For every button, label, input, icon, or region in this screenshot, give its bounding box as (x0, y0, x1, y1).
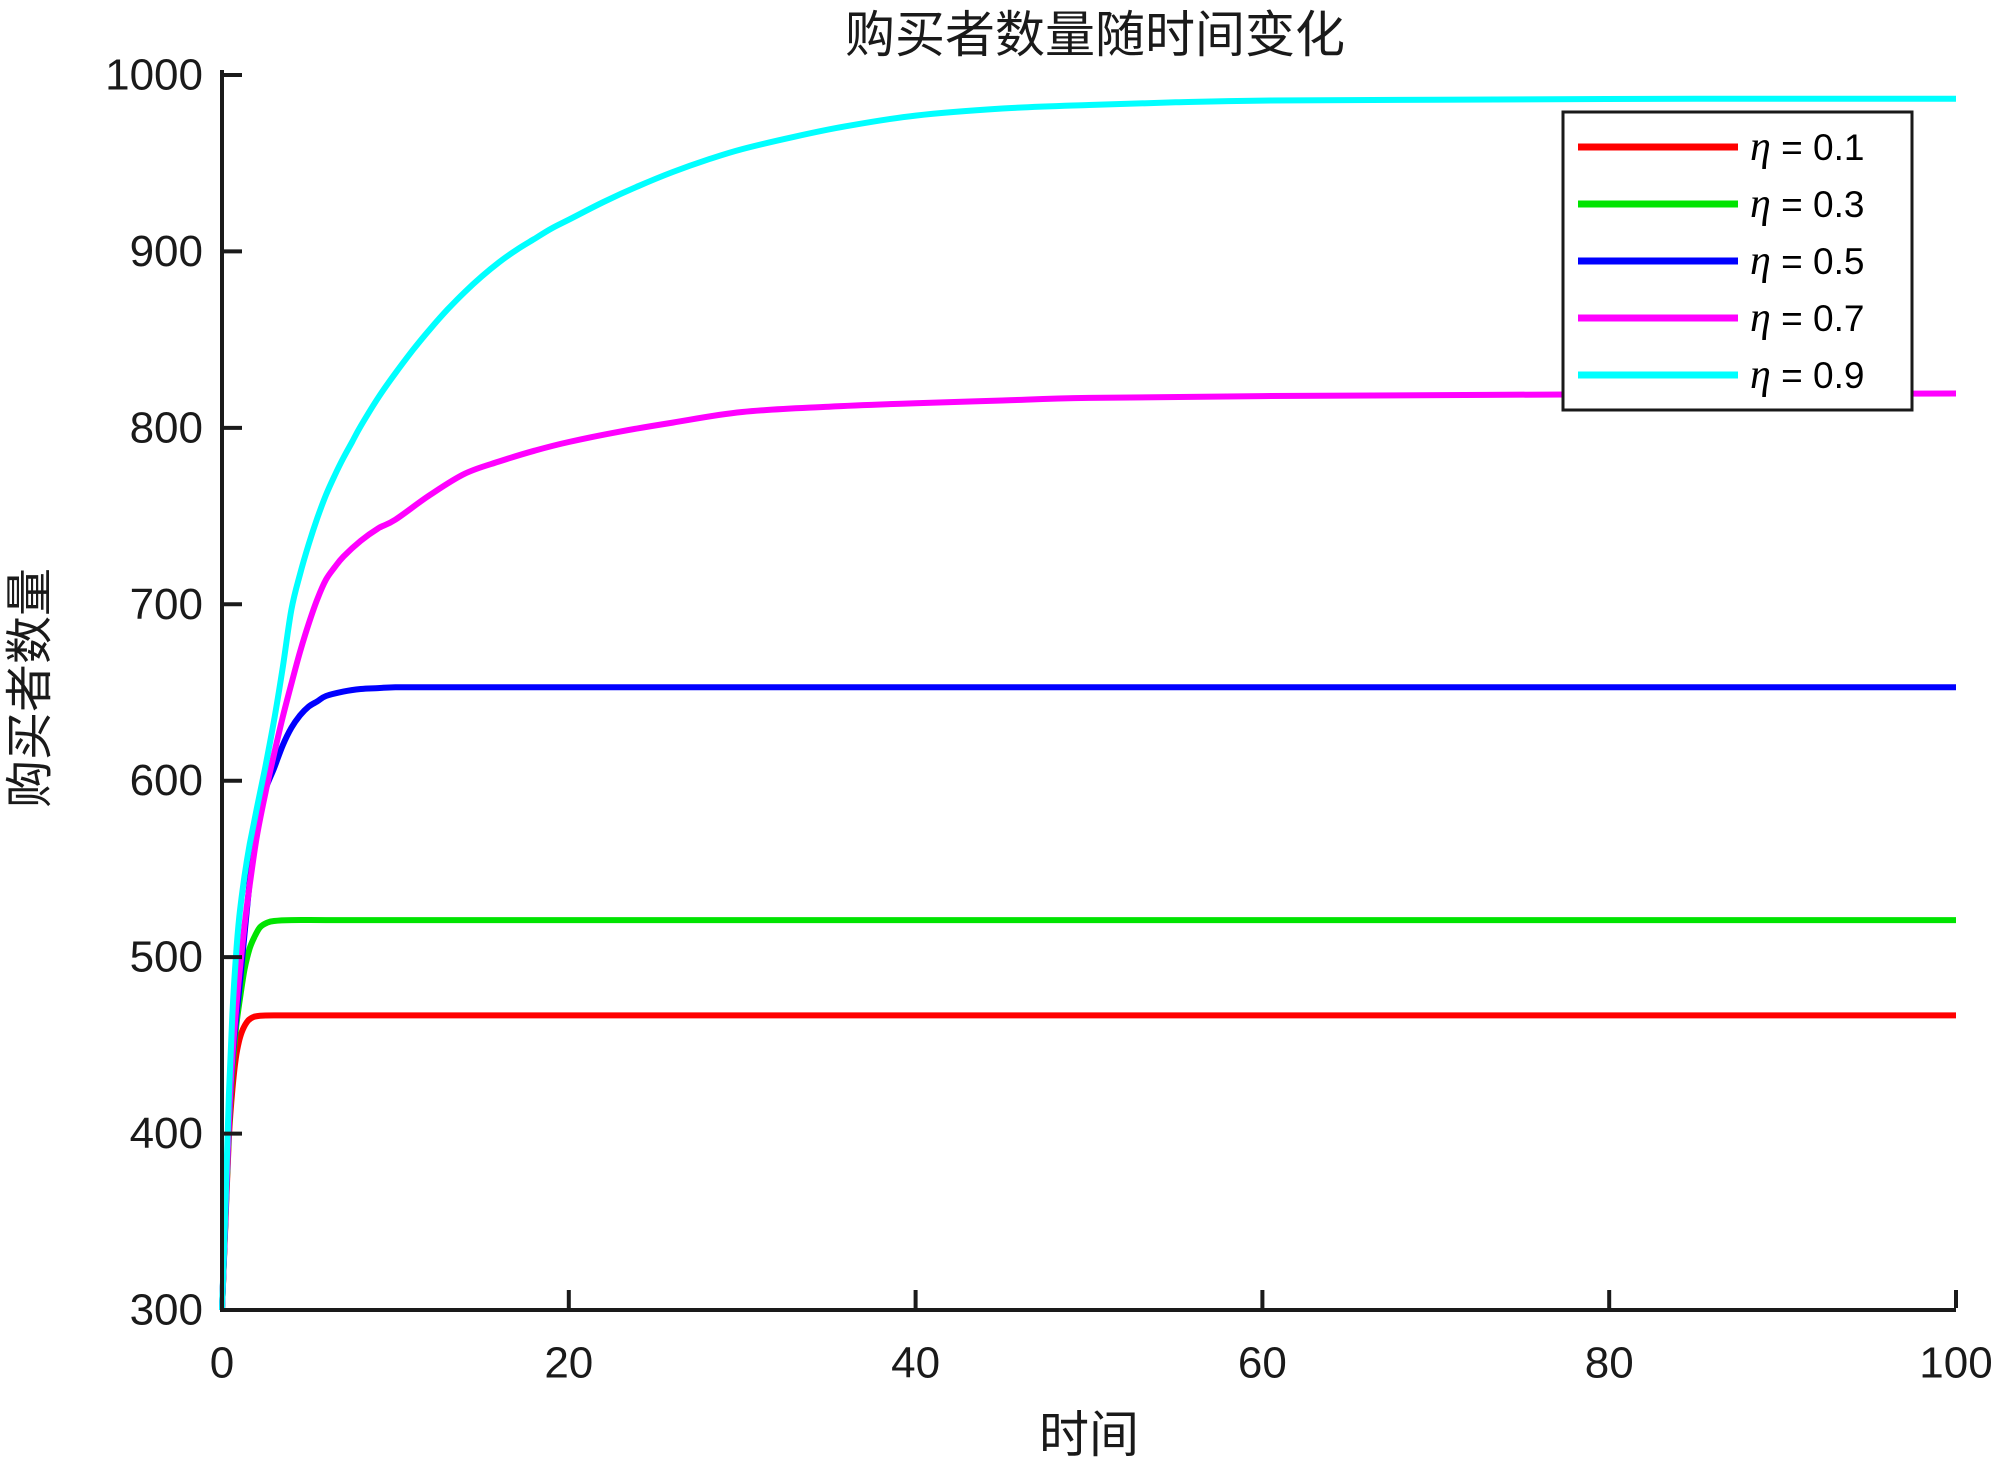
axes-group (220, 70, 1956, 1312)
x-tick-label: 80 (1585, 1339, 1634, 1388)
chart-title: 购买者数量随时间变化 (845, 7, 1345, 63)
legend-label: η = 0.9 (1750, 352, 1864, 398)
y-tick-label: 600 (130, 756, 203, 805)
y-tick-label: 300 (130, 1286, 203, 1335)
y-tick-label: 400 (130, 1109, 203, 1158)
x-tick-label: 100 (1919, 1339, 1992, 1388)
y-axis-label: 购买者数量 (4, 568, 57, 808)
curves-group (219, 95, 1957, 1311)
legend: η = 0.1 η = 0.3 η = 0.5 η = 0.7 η = 0.9 (1561, 110, 1914, 412)
legend-label: η = 0.3 (1750, 181, 1864, 227)
y-tick-label: 1000 (105, 51, 203, 100)
x-tick-label: 20 (544, 1339, 593, 1388)
x-tick-label: 0 (210, 1339, 234, 1388)
y-tick-label: 500 (130, 933, 203, 982)
legend-label: η = 0.1 (1750, 124, 1864, 170)
y-tick-label: 800 (130, 403, 203, 452)
x-axis-label: 时间 (1039, 1407, 1139, 1460)
x-tick-label: 40 (891, 1339, 940, 1388)
y-tick-label: 900 (130, 227, 203, 276)
legend-label: η = 0.5 (1750, 238, 1864, 284)
x-tick-label: 60 (1238, 1339, 1287, 1388)
series-curve-3 (219, 390, 1957, 1311)
ticks-group: 0 20 40 60 80 100 300 400 500 600 700 800 900 1000 (105, 51, 1993, 1388)
legend-label: η = 0.7 (1750, 295, 1864, 341)
series-curve-4 (219, 95, 1957, 1311)
y-tick-label: 700 (130, 580, 203, 629)
